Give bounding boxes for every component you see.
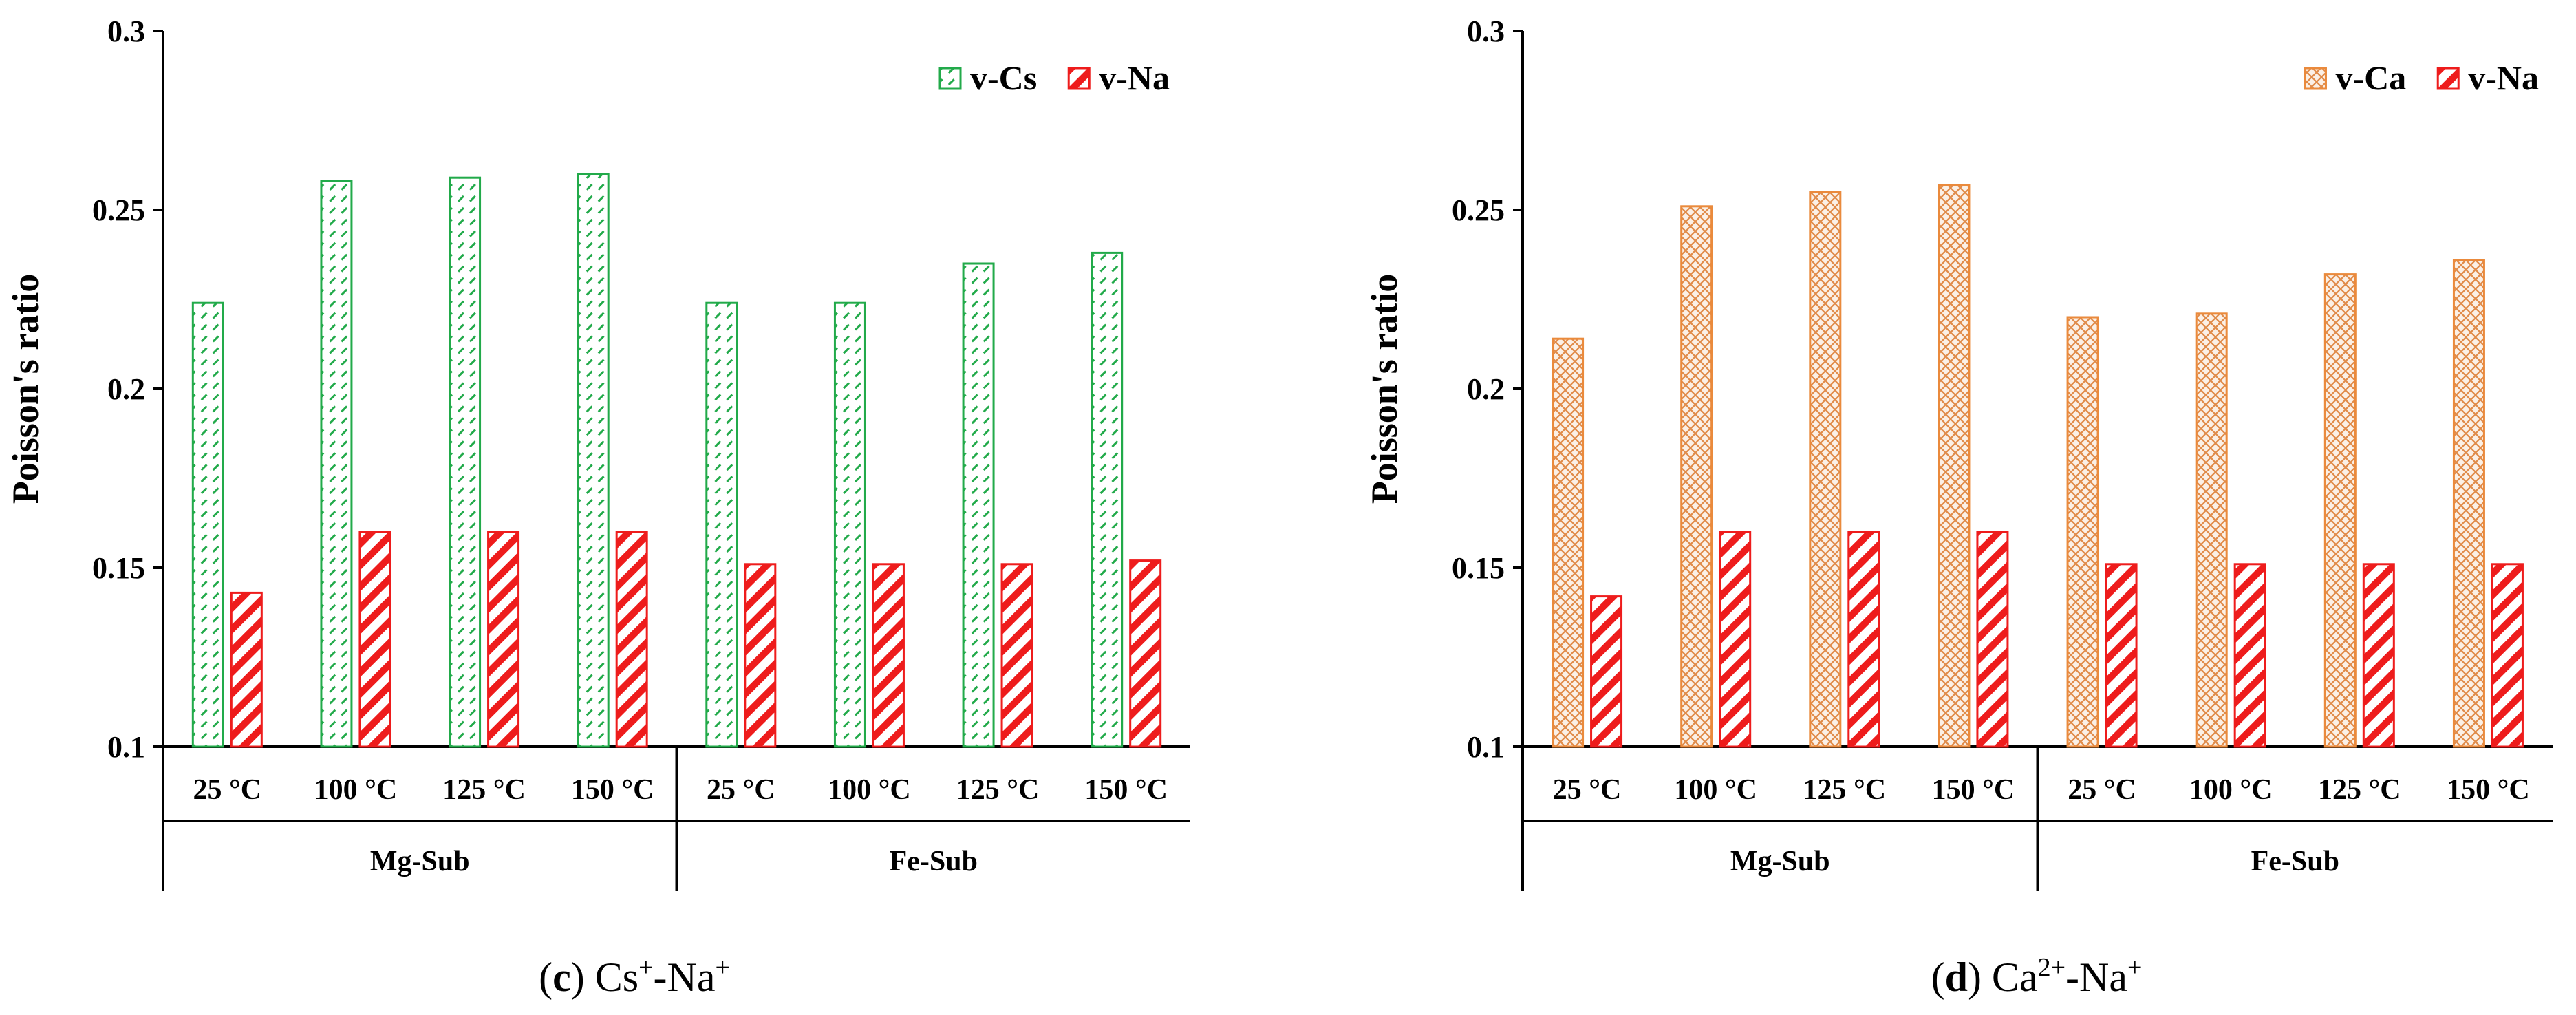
x-category-label: 150 °C [571,774,654,806]
bar-v-ca [1938,184,1971,748]
bar-v-na [1590,595,1623,748]
legend-swatch [2436,67,2460,90]
x-category-label: 100 °C [1674,774,1757,806]
bar-v-ca [2195,312,2228,748]
y-tick-label: 0.3 [107,14,145,48]
bar-v-cs [962,262,995,748]
bar-v-na [2233,563,2266,748]
bar-v-ca [1680,205,1713,748]
y-tick-label: 0.2 [107,372,145,406]
bar-v-na [2491,563,2524,748]
panel-caption: (d) Ca2+-Na+ [1931,953,2143,1000]
bar-v-na [1847,531,1880,748]
bar-v-cs [705,301,738,748]
x-category-label: 25 °C [2068,774,2136,806]
bar-v-na [872,563,905,748]
y-tick-label: 0.1 [1467,730,1505,764]
x-category-label: 25 °C [707,774,775,806]
bar-v-cs [320,180,353,748]
x-category-label: 125 °C [956,774,1040,806]
group-label: Mg-Sub [1730,846,1830,877]
legend-swatch [938,67,962,90]
bar-v-ca [2452,259,2485,748]
x-category-label: 125 °C [1803,774,1886,806]
bar-v-na [1000,563,1033,748]
bar-v-na [2105,563,2138,748]
bar-v-na [615,531,648,748]
bar-v-ca [2066,316,2099,748]
bar-v-cs [191,301,224,748]
x-category-label: 100 °C [2189,774,2273,806]
legend-label: v-Na [1099,58,1170,97]
x-category-label: 125 °C [442,774,526,806]
y-tick-label: 0.1 [107,730,145,764]
x-category-label: 150 °C [2447,774,2530,806]
y-tick-label: 0.15 [92,551,145,585]
bar-v-ca [2323,273,2357,748]
bar-v-ca [1552,337,1585,748]
x-category-label: 25 °C [1553,774,1622,806]
panel-caption: (c) Cs+-Na+ [539,953,730,1000]
bar-v-ca [1809,191,1842,748]
bar-v-na [487,531,520,748]
y-tick-label: 0.2 [1467,372,1505,406]
bar-v-na [744,563,777,748]
bar-v-cs [833,301,866,748]
bar-v-na [1719,531,1752,748]
group-label: Fe-Sub [2251,846,2339,877]
panel-letter: d [1945,954,1968,1000]
y-tick-label: 0.25 [92,193,145,227]
y-axis-title: Poisson's ratio [5,274,46,504]
x-category-label: 150 °C [1084,774,1168,806]
chart-panel-d: 0.1 0.15 0.2 0.25 0.3 Poisson's ratio 25 °C 100… [1364,14,2553,1000]
y-tick-label: 0.15 [1452,551,1505,585]
bar-v-na [2362,563,2395,748]
bar-v-na [358,531,391,748]
bar-v-cs [449,176,482,748]
legend-label: v-Cs [970,58,1037,97]
y-tick-label: 0.25 [1452,193,1505,227]
legend-swatch [1067,67,1091,90]
legend-swatch [2304,67,2327,90]
y-tick-label: 0.3 [1467,14,1505,48]
x-category-label: 125 °C [2318,774,2401,806]
bar-v-cs [1091,251,1124,748]
bar-v-na [1976,531,2009,748]
bar-v-na [1129,559,1162,748]
legend-label: v-Na [2468,58,2539,97]
x-category-label: 100 °C [828,774,911,806]
panel-letter: c [552,954,571,1000]
legend: v-Na v-Cs [938,58,1170,97]
x-category-label: 25 °C [193,774,261,806]
legend: v-Na v-Ca [2304,58,2539,97]
group-label: Fe-Sub [890,846,978,877]
legend-label: v-Ca [2335,58,2406,97]
bar-v-na [230,591,263,748]
chart-panel-c: 0.1 0.15 0.2 0.25 0.3 Poisson's ratio 25 °C 100… [5,14,1190,1000]
group-label: Mg-Sub [370,846,470,877]
y-axis-title: Poisson's ratio [1364,274,1405,504]
bar-v-cs [577,173,610,748]
x-category-label: 100 °C [314,774,398,806]
x-category-label: 150 °C [1932,774,2015,806]
